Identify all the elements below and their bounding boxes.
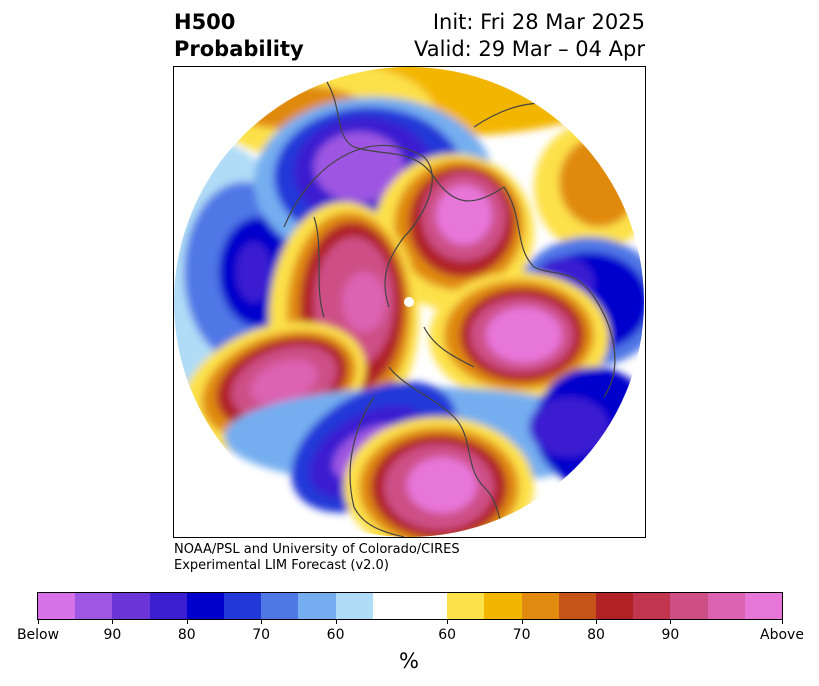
title-field: Probability bbox=[174, 37, 304, 61]
colorbar-tickmark bbox=[186, 619, 188, 624]
colorbar-cell bbox=[112, 593, 150, 619]
colorbar-tickmark bbox=[447, 619, 449, 624]
colorbar-cell bbox=[335, 593, 373, 619]
colorbar-tickmark bbox=[335, 619, 337, 624]
colorbar-cell bbox=[670, 593, 708, 619]
date-info: Init: Fri 28 Mar 2025 Valid: 29 Mar – 04… bbox=[414, 9, 645, 63]
colorbar-tick-label: 60 bbox=[438, 627, 457, 643]
map-panel bbox=[173, 66, 646, 538]
colorbar-tick-label: Below bbox=[16, 627, 60, 643]
colorbar-cell bbox=[224, 593, 262, 619]
chart-title: H500 Probability bbox=[174, 9, 304, 63]
colorbar-cell bbox=[298, 593, 336, 619]
colorbar-cell bbox=[186, 593, 225, 619]
colorbar-tick-label: 70 bbox=[252, 627, 271, 643]
colorbar-tickmark bbox=[521, 619, 523, 624]
colorbar-tickmark bbox=[112, 619, 114, 624]
colorbar-tick-label: Above bbox=[760, 627, 804, 643]
north-pole-marker bbox=[404, 297, 414, 307]
colorbar-cell bbox=[707, 593, 745, 619]
title-variable: H500 bbox=[174, 10, 236, 34]
colorbar-cell bbox=[372, 593, 411, 619]
colorbar-cell bbox=[633, 593, 671, 619]
colorbar-cell bbox=[75, 593, 113, 619]
colorbar-cell bbox=[261, 593, 299, 619]
colorbar-tickmark bbox=[261, 619, 263, 624]
colorbar-tick-label: 80 bbox=[587, 627, 605, 643]
colorbar-cell bbox=[484, 593, 522, 619]
colorbar-cell bbox=[558, 593, 597, 619]
valid-period: Valid: 29 Mar – 04 Apr bbox=[414, 37, 645, 61]
colorbar-cell bbox=[38, 593, 76, 619]
credit-text: NOAA/PSL and University of Colorado/CIRE… bbox=[174, 542, 460, 574]
colorbar bbox=[37, 592, 783, 620]
colorbar-cell bbox=[521, 593, 559, 619]
colorbar-cell bbox=[410, 593, 448, 619]
colorbar-cell bbox=[447, 593, 485, 619]
polar-map bbox=[174, 67, 644, 537]
colorbar-tickmark bbox=[38, 619, 39, 624]
colorbar-tick-label: 60 bbox=[326, 627, 345, 643]
init-date: Init: Fri 28 Mar 2025 bbox=[432, 10, 645, 34]
credit-line2: Experimental LIM Forecast (v2.0) bbox=[174, 558, 389, 573]
colorbar-cell bbox=[596, 593, 634, 619]
colorbar-tick-label: 90 bbox=[103, 627, 122, 643]
anomaly-field bbox=[174, 67, 644, 537]
colorbar-cell bbox=[744, 593, 783, 619]
colorbar-unit: % bbox=[399, 649, 419, 673]
colorbar-tick-label: 80 bbox=[177, 627, 196, 643]
colorbar-tickmark bbox=[782, 619, 783, 624]
colorbar-tick-label: 90 bbox=[661, 627, 680, 643]
colorbar-tickmark bbox=[596, 619, 597, 624]
colorbar-tick-label: 70 bbox=[512, 627, 531, 643]
credit-line1: NOAA/PSL and University of Colorado/CIRE… bbox=[174, 542, 460, 557]
colorbar-cell bbox=[149, 593, 187, 619]
colorbar-tickmark bbox=[670, 619, 672, 624]
